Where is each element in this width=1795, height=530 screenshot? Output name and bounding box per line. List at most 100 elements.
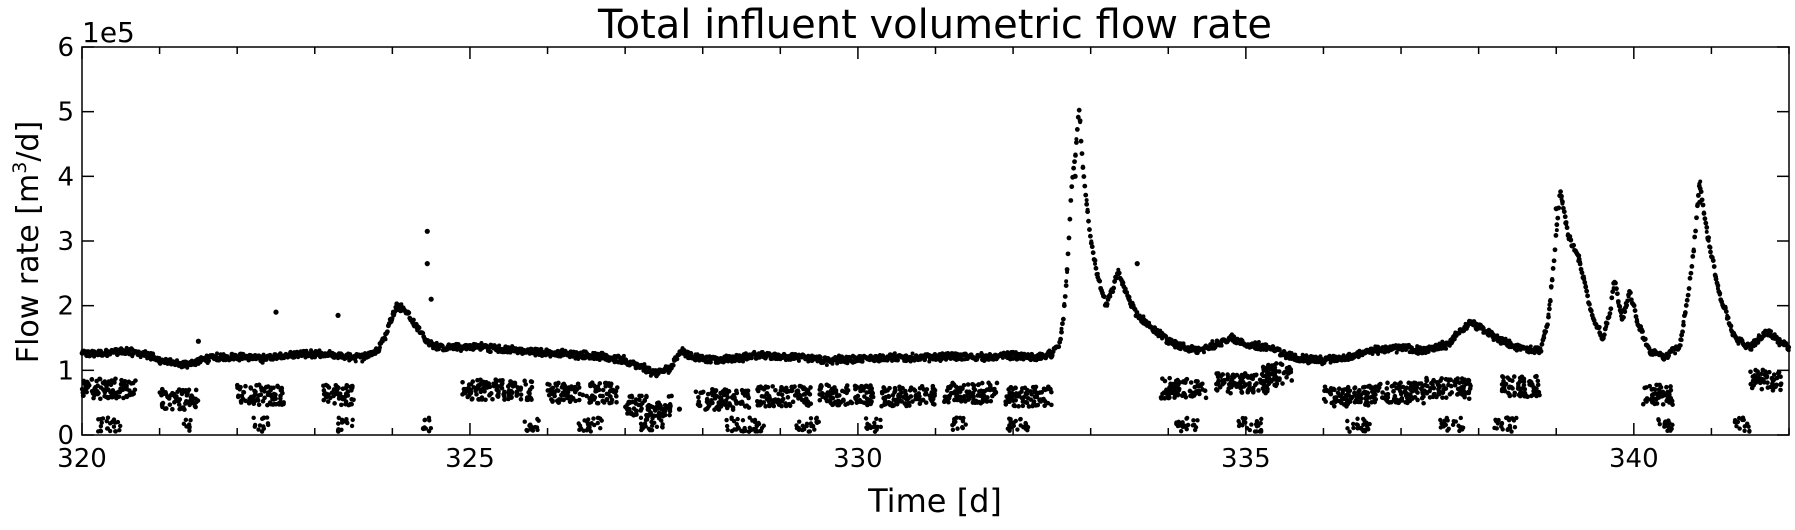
data-point	[980, 396, 986, 402]
data-point	[1560, 201, 1565, 206]
data-point	[718, 398, 724, 404]
data-point	[195, 338, 201, 344]
data-point	[638, 415, 644, 421]
data-point	[243, 383, 248, 389]
data-point	[845, 361, 850, 366]
data-point	[1093, 265, 1099, 271]
data-point	[597, 381, 603, 386]
data-point	[1238, 385, 1243, 391]
data-point	[278, 396, 283, 401]
data-point	[1162, 378, 1168, 384]
data-point	[1193, 379, 1199, 384]
data-point	[637, 393, 642, 399]
data-point	[1562, 214, 1568, 220]
data-point	[824, 391, 830, 397]
data-point	[99, 420, 104, 425]
data-point	[1385, 391, 1391, 397]
data-point	[1046, 385, 1052, 391]
data-point	[1240, 379, 1246, 385]
data-point	[235, 394, 241, 400]
data-point	[779, 399, 785, 404]
data-point	[1360, 385, 1366, 390]
data-point	[261, 352, 266, 357]
data-point	[955, 388, 960, 393]
data-point	[1261, 373, 1266, 379]
data-point	[1062, 301, 1067, 306]
data-point	[722, 387, 728, 392]
data-point	[480, 388, 486, 393]
data-point	[1352, 385, 1358, 390]
data-point	[1614, 291, 1620, 297]
data-point	[1703, 220, 1709, 226]
data-point	[343, 399, 349, 404]
data-point	[325, 383, 330, 389]
y-tick-label: 3	[57, 227, 74, 257]
data-point	[1509, 429, 1514, 434]
data-point	[1369, 399, 1374, 405]
data-point	[1377, 382, 1382, 388]
data-point	[321, 391, 327, 397]
data-point	[1734, 424, 1739, 429]
data-point	[1039, 390, 1045, 395]
data-point	[740, 390, 746, 396]
data-point	[1078, 138, 1084, 144]
data-point	[1696, 193, 1701, 198]
data-point	[1020, 403, 1026, 409]
data-point	[761, 387, 767, 392]
data-point	[1123, 286, 1128, 291]
data-point	[522, 419, 527, 424]
data-point	[353, 359, 358, 364]
data-point	[117, 427, 122, 433]
data-point	[260, 398, 266, 404]
data-point	[1748, 369, 1753, 375]
data-point	[1178, 428, 1184, 434]
data-point	[126, 379, 132, 385]
data-point	[644, 393, 649, 399]
data-point	[596, 415, 601, 421]
data-point	[870, 394, 876, 400]
data-point	[1253, 372, 1259, 378]
data-point	[652, 420, 657, 426]
data-point	[1342, 387, 1347, 392]
data-point	[609, 400, 614, 405]
data-point	[1265, 369, 1270, 375]
data-point	[1331, 404, 1337, 409]
data-point	[462, 390, 468, 396]
data-point	[1450, 422, 1456, 428]
data-point	[107, 421, 113, 426]
y-tick-label: 5	[57, 98, 74, 128]
data-point	[808, 416, 814, 421]
data-point	[1771, 372, 1777, 377]
data-point	[893, 387, 898, 393]
data-point	[1141, 314, 1146, 319]
data-point	[1279, 362, 1285, 368]
data-point	[1073, 152, 1078, 157]
data-point	[1384, 386, 1390, 391]
data-point	[499, 382, 504, 388]
data-point	[1505, 375, 1510, 380]
data-point	[1399, 396, 1405, 401]
data-point	[1225, 376, 1230, 382]
data-point	[1553, 233, 1559, 238]
data-point	[907, 403, 912, 408]
data-point	[1688, 270, 1694, 276]
data-point	[261, 426, 266, 432]
data-point	[1084, 198, 1089, 203]
data-point	[271, 397, 276, 402]
data-point	[1184, 376, 1190, 382]
data-point	[1662, 392, 1668, 398]
data-point	[988, 398, 994, 404]
data-point	[990, 393, 995, 399]
data-point	[1681, 322, 1686, 328]
data-point	[511, 380, 517, 386]
data-point	[1626, 294, 1631, 299]
data-point	[514, 390, 520, 396]
data-point	[1711, 264, 1717, 269]
data-point	[1272, 374, 1278, 379]
data-point	[1664, 384, 1669, 390]
data-point	[349, 423, 355, 429]
data-point	[1114, 275, 1119, 281]
data-point	[656, 400, 661, 405]
data-point	[259, 416, 265, 422]
data-point	[1421, 400, 1426, 406]
